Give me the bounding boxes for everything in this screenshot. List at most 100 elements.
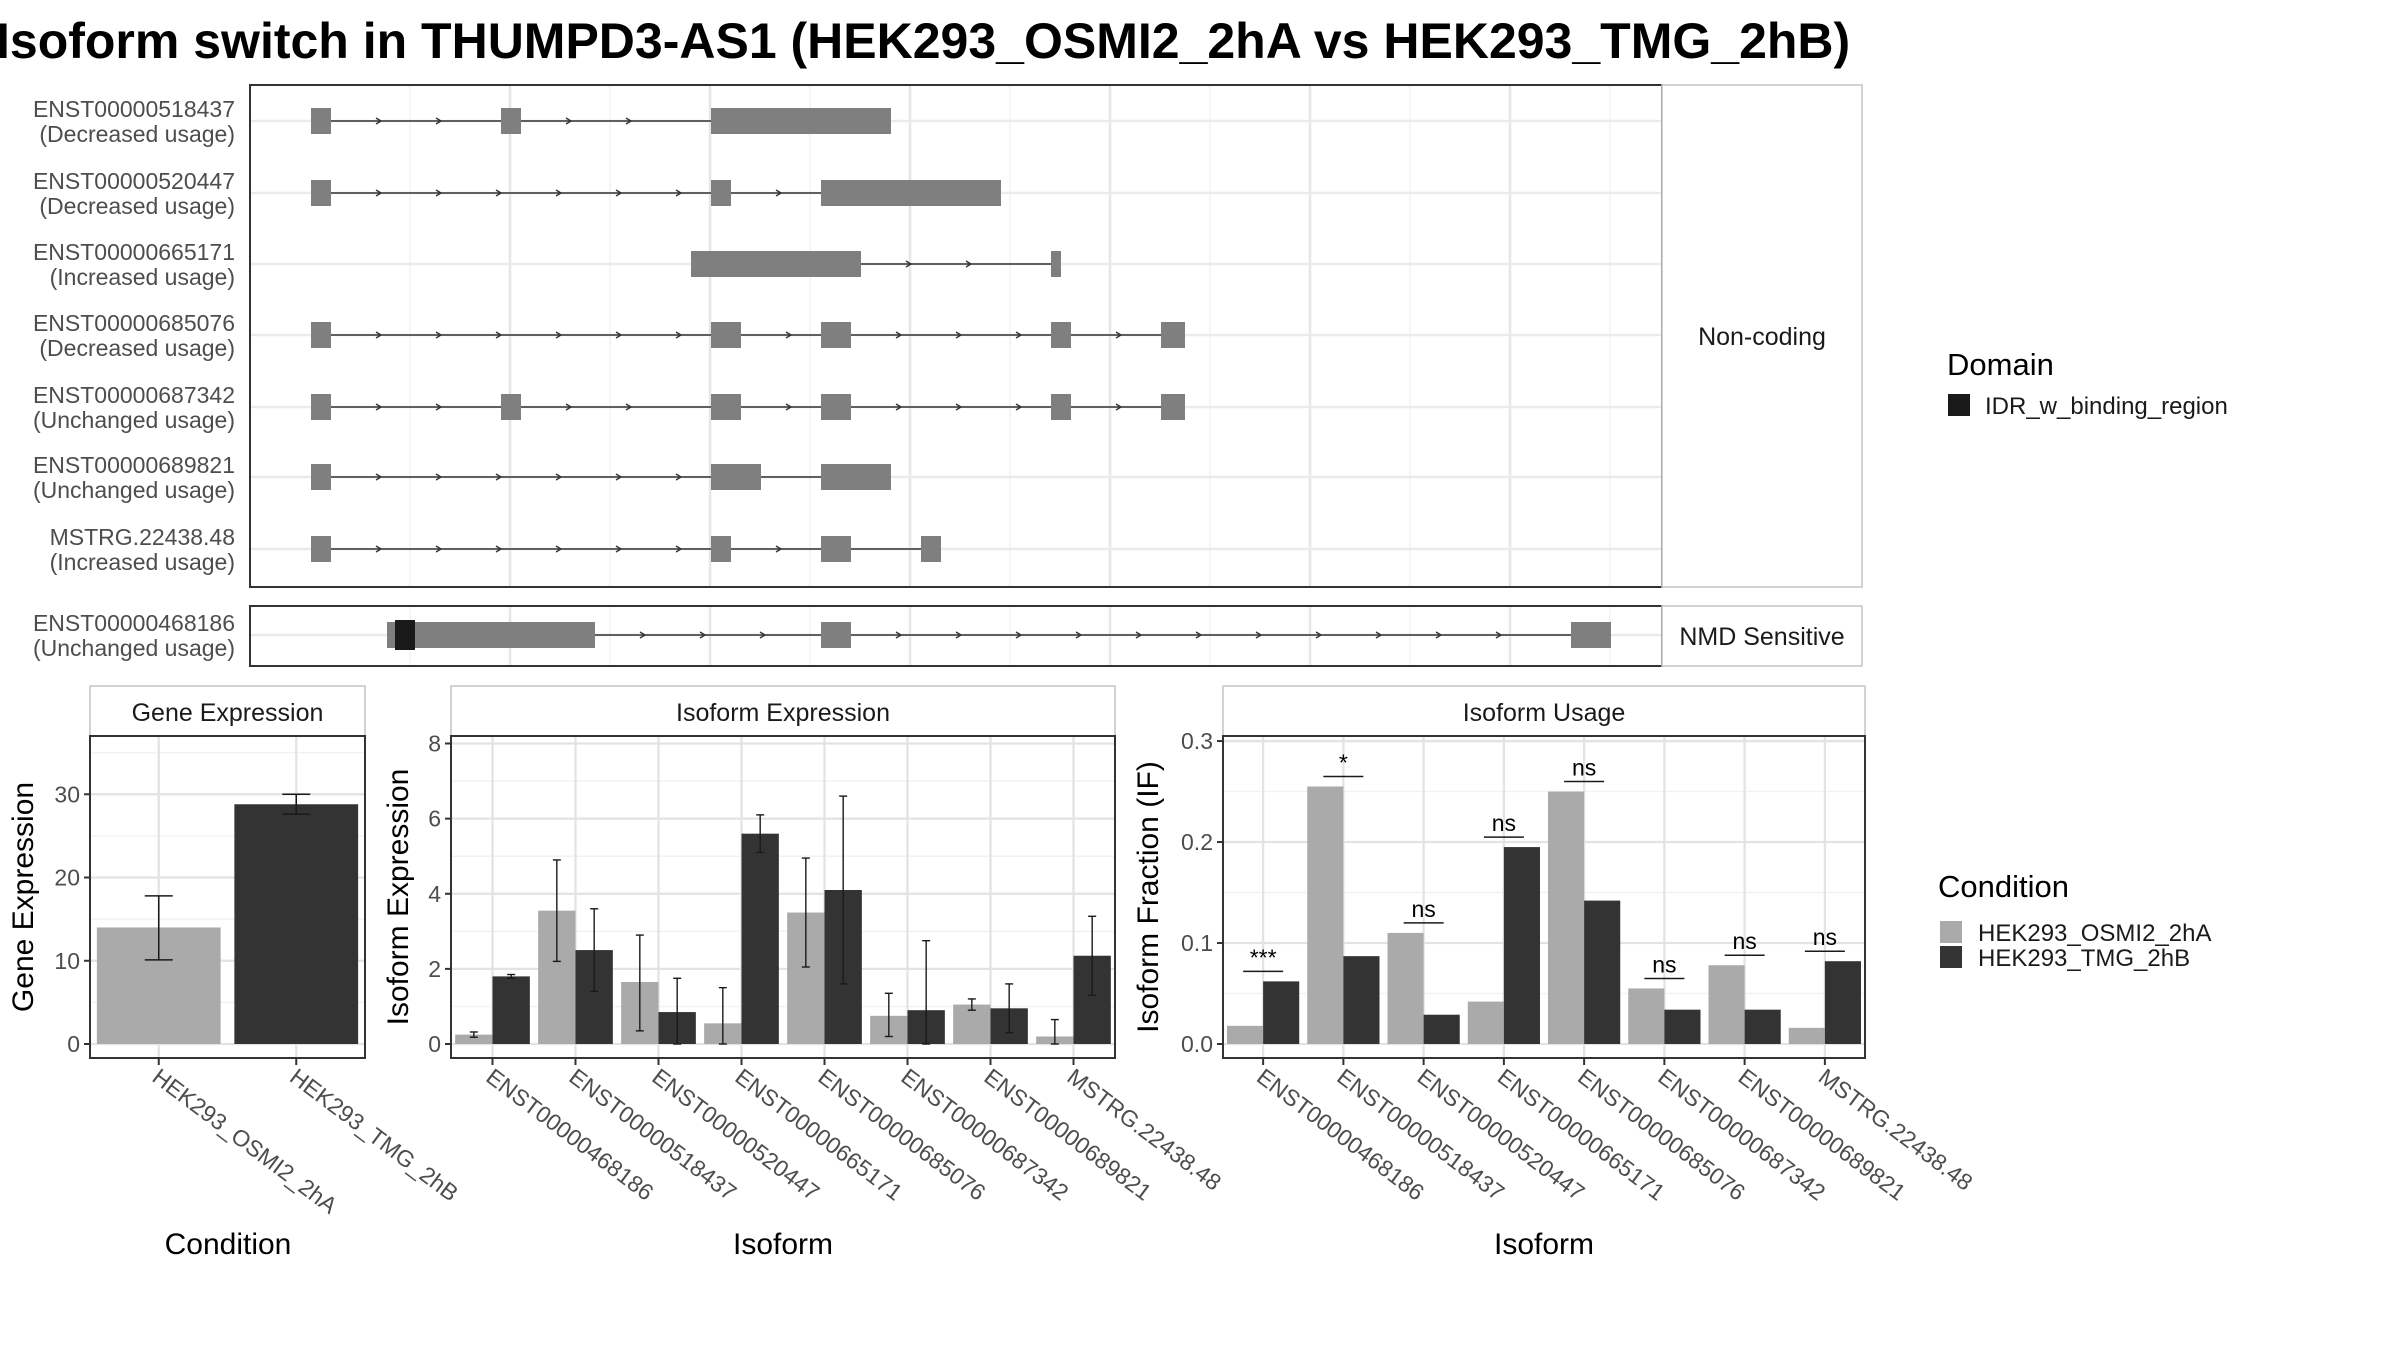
exon-block (821, 322, 851, 348)
panel-strip-label: Isoform Usage (1463, 699, 1626, 727)
exon-block (311, 108, 331, 134)
exon-block (711, 322, 741, 348)
bar (1788, 1027, 1825, 1044)
strand-arrow (895, 631, 903, 639)
condition-legend-swatch (1940, 946, 1962, 968)
strand-arrow (375, 403, 383, 411)
panel-strip (89, 685, 366, 737)
bar (492, 976, 530, 1044)
isoform-id-label: ENST00000468186 (33, 610, 235, 636)
bar (1343, 956, 1380, 1044)
bar (1824, 961, 1861, 1044)
exon-block (1571, 622, 1611, 648)
strand-arrow (375, 545, 383, 553)
plot-layer: ENST00000518437(Decreased usage)ENST0000… (7, 84, 2228, 1261)
exon-block (311, 536, 331, 562)
strand-arrow (775, 545, 783, 553)
significance-label: ns (1732, 928, 1756, 954)
isoform-usage-label: (Unchanged usage) (33, 635, 235, 661)
strand-arrow (565, 117, 573, 125)
domain-block (395, 620, 415, 650)
exon-block (501, 108, 521, 134)
exon-block (311, 394, 331, 420)
exon-block (711, 108, 891, 134)
facet-strip-label: Non-coding (1698, 323, 1826, 351)
y-tick-label: 20 (54, 865, 80, 891)
bar (455, 1034, 493, 1044)
y-axis-title: Isoform Fraction (IF) (1132, 761, 1165, 1033)
strand-arrow (1255, 631, 1263, 639)
exon-block (387, 622, 595, 648)
bar (1467, 1001, 1504, 1044)
strand-arrow (675, 189, 683, 197)
y-axis-title: Isoform Expression (382, 769, 415, 1026)
strand-arrow (555, 545, 563, 553)
strand-arrow (955, 331, 963, 339)
y-axis-title: Gene Expression (7, 782, 40, 1012)
strand-arrow (625, 403, 633, 411)
isoform-usage-label: (Decreased usage) (39, 335, 235, 361)
y-tick-label: 0 (67, 1031, 80, 1057)
bar (234, 804, 359, 1044)
strand-arrow (639, 631, 647, 639)
panel-strip (1222, 685, 1866, 737)
isoform-usage-label: (Decreased usage) (39, 193, 235, 219)
y-tick-label: 0.1 (1181, 930, 1213, 956)
domain-legend-title: Domain (1947, 347, 2054, 382)
strand-arrow (675, 473, 683, 481)
exon-block (1161, 322, 1185, 348)
panel-border (450, 735, 1116, 1059)
strand-arrow (625, 117, 633, 125)
bar (953, 1004, 991, 1044)
strand-arrow (555, 473, 563, 481)
isoform-usage-label: (Decreased usage) (39, 121, 235, 147)
significance-label: ns (1492, 810, 1516, 836)
y-tick-label: 4 (428, 881, 441, 907)
strand-arrow (435, 117, 443, 125)
strand-arrow (965, 260, 973, 268)
isoform-id-label: ENST00000665171 (33, 239, 235, 265)
strand-arrow (495, 473, 503, 481)
strand-arrow (905, 260, 913, 268)
condition-legend-swatch (1940, 921, 1962, 943)
exon-block (711, 464, 761, 490)
exon-block (821, 394, 851, 420)
isoform-id-label: ENST00000687342 (33, 382, 235, 408)
facet-strip-label: NMD Sensitive (1679, 623, 1844, 651)
exon-block (311, 322, 331, 348)
gene-structure-facet-0: ENST00000518437(Decreased usage)ENST0000… (33, 84, 1863, 588)
bar (1664, 1009, 1701, 1044)
strand-arrow (375, 117, 383, 125)
exon-block (311, 464, 331, 490)
isoform-usage-label: (Unchanged usage) (33, 477, 235, 503)
strand-arrow (1435, 631, 1443, 639)
x-axis-title: Isoform (1494, 1228, 1594, 1261)
strand-arrow (435, 473, 443, 481)
facet-strip (1661, 605, 1863, 667)
strand-arrow (1495, 631, 1503, 639)
isoform-id-label: ENST00000685076 (33, 310, 235, 336)
strand-arrow (435, 545, 443, 553)
condition-legend-title: Condition (1938, 869, 2069, 904)
strand-arrow (1015, 631, 1023, 639)
y-tick-label: 30 (54, 781, 80, 807)
bar (1227, 1025, 1264, 1044)
bar-panel-1: Isoform Expression02468ENST00000468186EN… (382, 685, 1226, 1261)
strand-arrow (1015, 331, 1023, 339)
x-axis-title: Condition (165, 1228, 292, 1261)
strand-arrow (1315, 631, 1323, 639)
exon-block (311, 180, 331, 206)
isoform-id-label: ENST00000689821 (33, 452, 235, 478)
bar (1584, 900, 1621, 1044)
bar (1307, 786, 1344, 1044)
exon-block (711, 536, 731, 562)
strand-arrow (435, 189, 443, 197)
exon-block (821, 622, 851, 648)
strand-arrow (495, 189, 503, 197)
y-tick-label: 8 (428, 731, 441, 757)
exon-block (501, 394, 521, 420)
strand-arrow (1195, 631, 1203, 639)
strand-arrow (435, 403, 443, 411)
panel-border (89, 735, 366, 1059)
panel-strip (450, 685, 1116, 737)
